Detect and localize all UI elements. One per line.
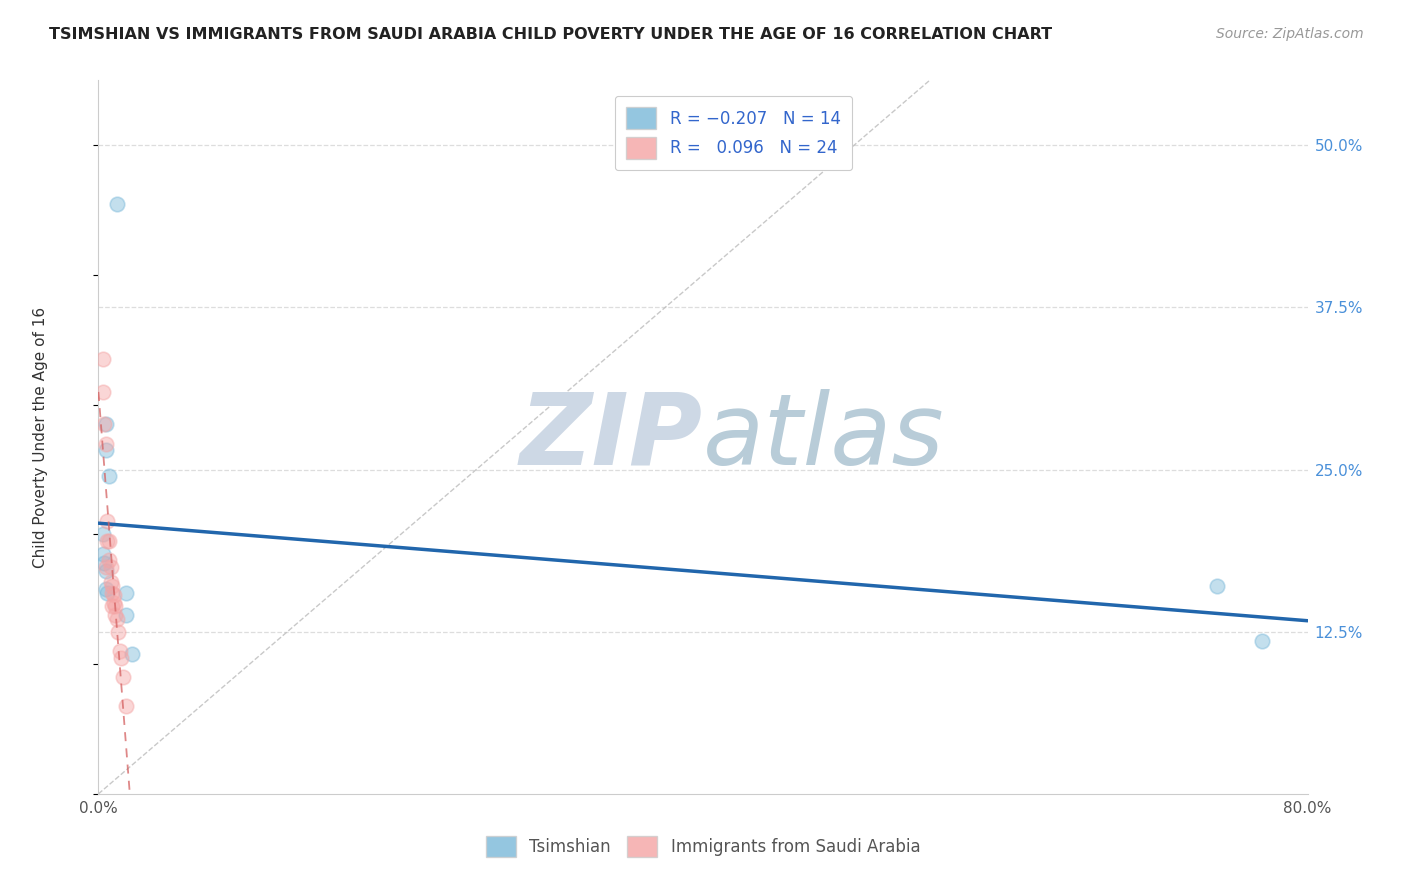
Point (114, 698, 136, 713)
Point (94, 443, 117, 458)
Point (93, 417, 115, 431)
Point (103, 596, 125, 610)
Point (96, 515, 118, 529)
Text: Source: ZipAtlas.com: Source: ZipAtlas.com (1216, 27, 1364, 41)
Point (1206, 579, 1229, 593)
Point (121, 647, 143, 661)
Point (103, 588, 125, 602)
Point (94, 417, 117, 431)
Text: TSIMSHIAN VS IMMIGRANTS FROM SAUDI ARABIA CHILD POVERTY UNDER THE AGE OF 16 CORR: TSIMSHIAN VS IMMIGRANTS FROM SAUDI ARABI… (49, 27, 1052, 42)
Point (101, 579, 124, 593)
Point (101, 586, 124, 600)
Point (114, 586, 136, 600)
Point (1251, 633, 1274, 648)
Point (91, 352, 114, 367)
Point (94, 582, 117, 596)
Text: atlas: atlas (703, 389, 945, 485)
Point (91, 547, 114, 561)
Point (105, 196, 128, 211)
Point (104, 607, 127, 622)
Point (101, 599, 124, 613)
Point (91, 384, 114, 399)
Point (94, 564, 117, 578)
Point (104, 599, 127, 613)
Point (100, 575, 122, 590)
Legend: Tsimshian, Immigrants from Saudi Arabia: Tsimshian, Immigrants from Saudi Arabia (479, 830, 927, 864)
Point (96, 533, 118, 548)
Point (105, 612, 128, 626)
Point (91, 527, 114, 541)
Point (98, 553, 121, 567)
Point (93, 556, 115, 570)
Point (94, 436, 117, 450)
Point (98, 533, 121, 548)
Text: Child Poverty Under the Age of 16: Child Poverty Under the Age of 16 (32, 307, 48, 567)
Point (107, 624, 129, 639)
Point (111, 670, 134, 684)
Point (94, 559, 117, 574)
Point (114, 607, 136, 622)
Point (100, 559, 122, 574)
Text: ZIP: ZIP (520, 389, 703, 485)
Point (108, 644, 131, 658)
Point (110, 650, 132, 665)
Point (96, 586, 118, 600)
Point (98, 469, 121, 483)
